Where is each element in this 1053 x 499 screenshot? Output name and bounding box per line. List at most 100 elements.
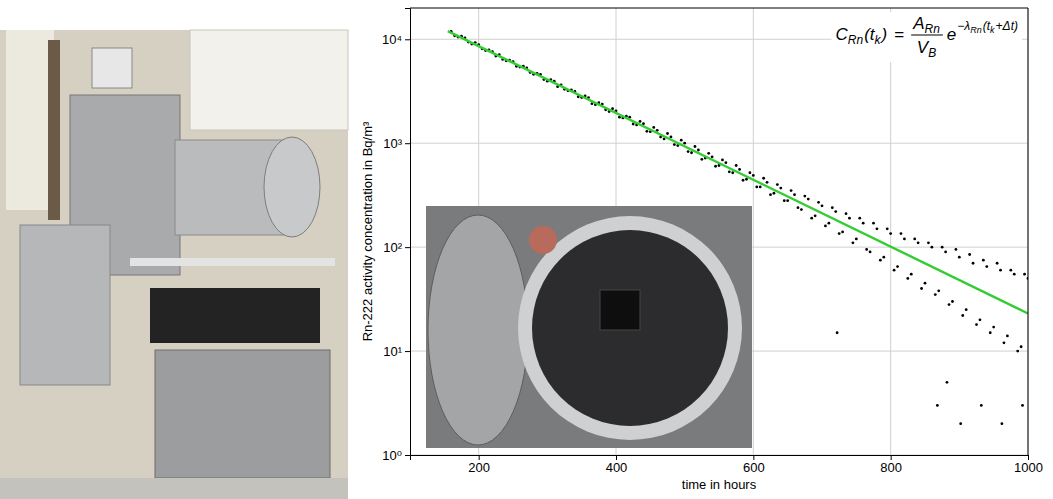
y-tick-mark — [405, 247, 410, 248]
photo-chamber-lid — [264, 137, 320, 237]
data-point — [742, 179, 745, 182]
formula-text: A — [912, 14, 924, 33]
data-point — [841, 231, 844, 234]
y-tick-mark — [405, 455, 410, 456]
photo-window — [6, 30, 54, 210]
formula-subscript: Rn — [925, 22, 941, 36]
formula-subscript: Rn — [970, 25, 982, 35]
formula-numerator: ARn — [912, 14, 940, 36]
data-point — [652, 126, 655, 129]
formula-text: C — [836, 25, 849, 44]
data-point — [900, 232, 903, 235]
data-point — [1009, 269, 1012, 272]
y-tick: 10² — [383, 240, 410, 255]
data-point — [982, 259, 985, 262]
y-axis-title: Rn-222 activity concentration in Bq/m³ — [360, 121, 375, 341]
x-axis-title: time in hours — [682, 477, 757, 492]
data-point — [1001, 422, 1004, 425]
data-point — [786, 199, 789, 202]
formula-subscript: Rn — [848, 33, 864, 47]
x-tick: 200 — [468, 455, 490, 475]
x-tick-label: 1000 — [1014, 460, 1043, 475]
data-point — [946, 381, 949, 384]
grid-line-x — [753, 8, 754, 455]
data-point — [865, 248, 868, 251]
y-tick-label: 10⁰ — [382, 448, 402, 463]
data-point — [906, 277, 909, 280]
data-point — [934, 293, 937, 296]
data-point — [1021, 404, 1024, 407]
photo-floor — [0, 478, 348, 499]
formula-background — [832, 12, 1022, 62]
formula-subscript: k — [990, 25, 995, 35]
data-point — [862, 222, 865, 225]
data-point — [955, 248, 958, 251]
y-tick-mark — [405, 143, 410, 144]
data-point — [989, 331, 992, 334]
photo-barometer — [48, 40, 60, 220]
photo-chiller — [20, 225, 110, 385]
x-tick-label: 400 — [606, 460, 628, 475]
data-point — [889, 232, 892, 235]
data-point — [728, 170, 731, 173]
data-point — [639, 120, 642, 123]
data-point — [759, 185, 762, 188]
data-point — [845, 212, 848, 215]
data-point — [838, 232, 841, 235]
inset-background — [426, 206, 752, 448]
data-point — [769, 193, 772, 196]
photo-cabinet — [190, 30, 348, 130]
data-point — [673, 143, 676, 146]
data-point — [896, 265, 899, 268]
formula-fraction-bar — [911, 35, 943, 36]
data-point — [879, 259, 882, 262]
plot-background — [410, 8, 1028, 455]
data-point — [735, 164, 738, 167]
inset-detector — [600, 290, 640, 330]
x-tick-label: 200 — [468, 460, 490, 475]
photo-display — [92, 48, 132, 88]
data-point — [834, 210, 837, 213]
inset-chamber — [532, 230, 728, 426]
data-point — [882, 256, 885, 259]
data-point — [924, 282, 927, 285]
grid-line-x — [890, 8, 891, 455]
plot-frame — [410, 8, 1028, 9]
grid — [410, 8, 1028, 455]
data-point — [824, 225, 827, 228]
y-tick: 10¹ — [383, 344, 410, 359]
data-point — [848, 217, 851, 220]
data-point — [724, 161, 727, 164]
formula-text: ) — [880, 25, 888, 44]
data-point — [968, 253, 971, 256]
formula-text: −λ — [957, 19, 970, 33]
photo-apparatus — [0, 30, 348, 499]
data-point — [807, 198, 810, 201]
data-point — [683, 142, 686, 145]
data-point — [937, 289, 940, 292]
x-tick: 1000 — [1014, 455, 1043, 475]
data-point — [1003, 341, 1006, 344]
data-point — [972, 262, 975, 265]
formula-subscript: B — [928, 46, 936, 60]
y-axis: 10⁰10¹10²10³10⁴ — [382, 9, 411, 463]
y-tick-label: 10¹ — [383, 344, 402, 359]
data-point — [836, 331, 839, 334]
data-point — [694, 145, 697, 148]
data-point — [745, 178, 748, 181]
data-point — [721, 159, 724, 162]
data-point — [910, 273, 913, 276]
inset-door — [428, 215, 528, 445]
data-point — [951, 300, 954, 303]
data-point — [1016, 350, 1019, 353]
data-point — [992, 326, 995, 329]
data-point — [920, 287, 923, 290]
photo-electronics — [150, 288, 320, 343]
data-point — [773, 192, 776, 195]
y-tick-label: 10⁴ — [382, 32, 402, 47]
data-point — [985, 265, 988, 268]
formula: CRn(tk)=ARnVBe−λRn(tk+Δt) — [832, 12, 1022, 62]
data-point — [793, 193, 796, 196]
data — [448, 30, 1028, 425]
data-point — [876, 227, 879, 230]
